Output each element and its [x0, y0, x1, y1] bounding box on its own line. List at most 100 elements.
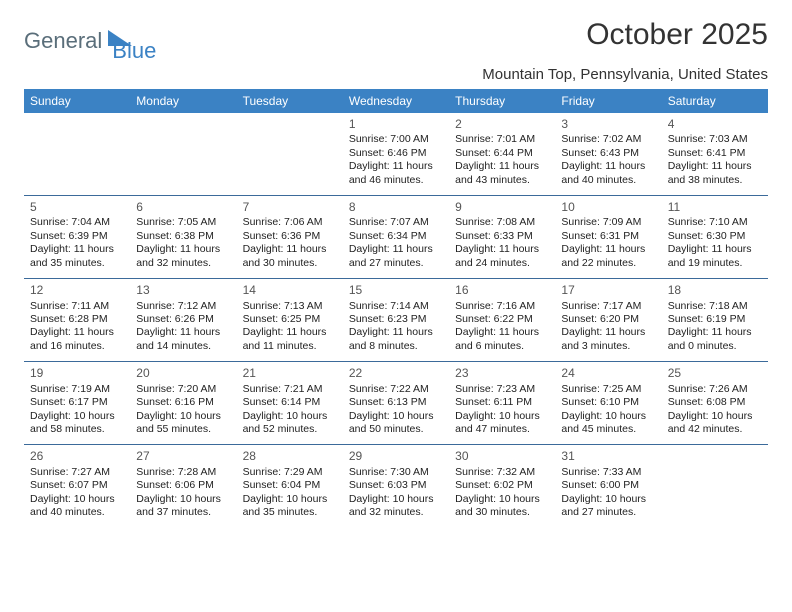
calendar-cell: 27Sunrise: 7:28 AMSunset: 6:06 PMDayligh… — [130, 445, 236, 527]
cell-sunset: Sunset: 6:34 PM — [349, 230, 443, 243]
calendar-cell: 31Sunrise: 7:33 AMSunset: 6:00 PMDayligh… — [555, 445, 661, 527]
cell-sunset: Sunset: 6:00 PM — [561, 479, 655, 492]
cell-sunset: Sunset: 6:19 PM — [668, 313, 762, 326]
page-title: October 2025 — [586, 18, 768, 51]
cell-daylight: Daylight: 10 hours and 47 minutes. — [455, 410, 549, 437]
cell-daynum: 12 — [30, 283, 124, 298]
cell-daynum: 10 — [561, 200, 655, 215]
calendar-cell: 24Sunrise: 7:25 AMSunset: 6:10 PMDayligh… — [555, 362, 661, 444]
calendar-cell: 14Sunrise: 7:13 AMSunset: 6:25 PMDayligh… — [237, 279, 343, 361]
calendar-cell: 13Sunrise: 7:12 AMSunset: 6:26 PMDayligh… — [130, 279, 236, 361]
cell-daynum: 7 — [243, 200, 337, 215]
logo-text-general: General — [24, 28, 102, 54]
cell-sunset: Sunset: 6:26 PM — [136, 313, 230, 326]
cell-daynum: 16 — [455, 283, 549, 298]
calendar-cell: 6Sunrise: 7:05 AMSunset: 6:38 PMDaylight… — [130, 196, 236, 278]
calendar-cell: 17Sunrise: 7:17 AMSunset: 6:20 PMDayligh… — [555, 279, 661, 361]
cell-daylight: Daylight: 11 hours and 32 minutes. — [136, 243, 230, 270]
cell-daylight: Daylight: 10 hours and 32 minutes. — [349, 493, 443, 520]
calendar-cell: 5Sunrise: 7:04 AMSunset: 6:39 PMDaylight… — [24, 196, 130, 278]
cell-sunset: Sunset: 6:30 PM — [668, 230, 762, 243]
cell-daynum: 27 — [136, 449, 230, 464]
cell-sunset: Sunset: 6:16 PM — [136, 396, 230, 409]
cell-sunset: Sunset: 6:44 PM — [455, 147, 549, 160]
cell-sunrise: Sunrise: 7:28 AM — [136, 466, 230, 479]
logo-text-blue: Blue — [112, 38, 156, 64]
cell-daynum: 4 — [668, 117, 762, 132]
cell-sunrise: Sunrise: 7:11 AM — [30, 300, 124, 313]
cell-daynum: 29 — [349, 449, 443, 464]
cell-daynum: 18 — [668, 283, 762, 298]
cell-daynum: 23 — [455, 366, 549, 381]
dayname-wed: Wednesday — [343, 92, 449, 110]
cell-sunset: Sunset: 6:14 PM — [243, 396, 337, 409]
cell-sunset: Sunset: 6:06 PM — [136, 479, 230, 492]
cell-daylight: Daylight: 11 hours and 0 minutes. — [668, 326, 762, 353]
cell-sunrise: Sunrise: 7:18 AM — [668, 300, 762, 313]
cell-sunrise: Sunrise: 7:23 AM — [455, 383, 549, 396]
cell-daynum: 5 — [30, 200, 124, 215]
cell-sunset: Sunset: 6:20 PM — [561, 313, 655, 326]
cell-sunrise: Sunrise: 7:19 AM — [30, 383, 124, 396]
dayname-thu: Thursday — [449, 92, 555, 110]
cell-daylight: Daylight: 11 hours and 40 minutes. — [561, 160, 655, 187]
calendar-cell: 11Sunrise: 7:10 AMSunset: 6:30 PMDayligh… — [662, 196, 768, 278]
cell-daynum: 8 — [349, 200, 443, 215]
calendar-cell — [662, 445, 768, 527]
cell-daynum: 15 — [349, 283, 443, 298]
calendar-cell: 25Sunrise: 7:26 AMSunset: 6:08 PMDayligh… — [662, 362, 768, 444]
cell-daynum: 6 — [136, 200, 230, 215]
dayname-mon: Monday — [130, 92, 236, 110]
calendar-cell: 21Sunrise: 7:21 AMSunset: 6:14 PMDayligh… — [237, 362, 343, 444]
cell-daynum: 2 — [455, 117, 549, 132]
calendar-cell: 3Sunrise: 7:02 AMSunset: 6:43 PMDaylight… — [555, 113, 661, 195]
cell-daylight: Daylight: 11 hours and 11 minutes. — [243, 326, 337, 353]
calendar-cell: 8Sunrise: 7:07 AMSunset: 6:34 PMDaylight… — [343, 196, 449, 278]
calendar-cell — [130, 113, 236, 195]
cell-daynum: 26 — [30, 449, 124, 464]
cell-daynum: 14 — [243, 283, 337, 298]
cell-sunrise: Sunrise: 7:08 AM — [455, 216, 549, 229]
title-block: October 2025 — [586, 18, 768, 51]
cell-sunset: Sunset: 6:46 PM — [349, 147, 443, 160]
cell-sunrise: Sunrise: 7:32 AM — [455, 466, 549, 479]
cell-sunrise: Sunrise: 7:30 AM — [349, 466, 443, 479]
calendar-cell: 4Sunrise: 7:03 AMSunset: 6:41 PMDaylight… — [662, 113, 768, 195]
cell-sunrise: Sunrise: 7:02 AM — [561, 133, 655, 146]
cell-daylight: Daylight: 10 hours and 55 minutes. — [136, 410, 230, 437]
cell-sunset: Sunset: 6:02 PM — [455, 479, 549, 492]
cell-sunset: Sunset: 6:39 PM — [30, 230, 124, 243]
cell-daylight: Daylight: 11 hours and 46 minutes. — [349, 160, 443, 187]
cell-daylight: Daylight: 11 hours and 22 minutes. — [561, 243, 655, 270]
cell-sunrise: Sunrise: 7:25 AM — [561, 383, 655, 396]
cell-sunrise: Sunrise: 7:03 AM — [668, 133, 762, 146]
cell-daynum: 30 — [455, 449, 549, 464]
cell-sunrise: Sunrise: 7:20 AM — [136, 383, 230, 396]
cell-sunset: Sunset: 6:13 PM — [349, 396, 443, 409]
cell-daynum: 31 — [561, 449, 655, 464]
cell-daynum: 3 — [561, 117, 655, 132]
cell-daynum: 9 — [455, 200, 549, 215]
cell-sunset: Sunset: 6:31 PM — [561, 230, 655, 243]
cell-daylight: Daylight: 11 hours and 8 minutes. — [349, 326, 443, 353]
calendar-cell: 30Sunrise: 7:32 AMSunset: 6:02 PMDayligh… — [449, 445, 555, 527]
cell-daylight: Daylight: 11 hours and 43 minutes. — [455, 160, 549, 187]
cell-sunrise: Sunrise: 7:16 AM — [455, 300, 549, 313]
calendar-cell — [237, 113, 343, 195]
cell-daynum: 21 — [243, 366, 337, 381]
calendar-cell: 29Sunrise: 7:30 AMSunset: 6:03 PMDayligh… — [343, 445, 449, 527]
cell-sunrise: Sunrise: 7:27 AM — [30, 466, 124, 479]
cell-sunset: Sunset: 6:23 PM — [349, 313, 443, 326]
weeks-container: 1Sunrise: 7:00 AMSunset: 6:46 PMDaylight… — [24, 113, 768, 528]
cell-sunrise: Sunrise: 7:17 AM — [561, 300, 655, 313]
cell-daylight: Daylight: 11 hours and 27 minutes. — [349, 243, 443, 270]
cell-daylight: Daylight: 11 hours and 19 minutes. — [668, 243, 762, 270]
cell-sunset: Sunset: 6:33 PM — [455, 230, 549, 243]
week-row: 26Sunrise: 7:27 AMSunset: 6:07 PMDayligh… — [24, 445, 768, 527]
dayname-sat: Saturday — [662, 92, 768, 110]
header-row: General Blue October 2025 — [24, 18, 768, 64]
page: General Blue October 2025 Mountain Top, … — [0, 0, 792, 540]
cell-daylight: Daylight: 11 hours and 38 minutes. — [668, 160, 762, 187]
cell-daylight: Daylight: 10 hours and 50 minutes. — [349, 410, 443, 437]
calendar-cell: 1Sunrise: 7:00 AMSunset: 6:46 PMDaylight… — [343, 113, 449, 195]
